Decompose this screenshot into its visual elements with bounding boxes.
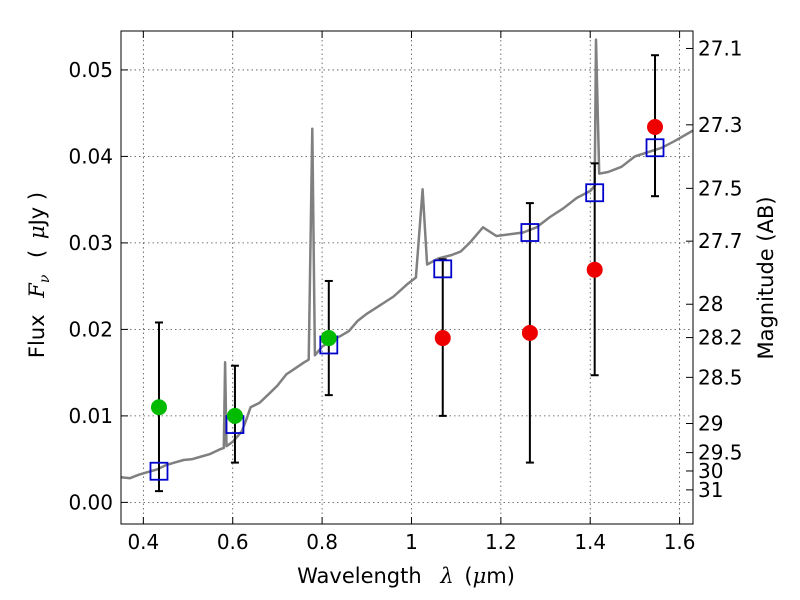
y-axis-label-unit-mu: μ	[25, 225, 49, 239]
mag-tick-label: 28.5	[698, 365, 743, 389]
tick-layer: 0.4 0.6 0.8 1 1.2 1.4 1.6 0.00 0.01 0.02 0.03 0.04 0…	[68, 31, 743, 554]
x-axis-label-unit-rest: m)	[486, 564, 515, 588]
x-tick-label: 0.8	[306, 530, 338, 554]
photometry-square	[645, 138, 665, 158]
green-point	[226, 407, 243, 424]
mag-tick-label: 30	[698, 459, 723, 483]
y-axis-label: Flux Fν ( μJy )	[25, 192, 54, 358]
photometry-square	[585, 183, 605, 203]
x-axis-label-text: Wavelength	[297, 564, 422, 588]
x-tick-label: 1	[405, 530, 418, 554]
green-point	[320, 330, 337, 347]
red-point	[586, 261, 603, 278]
y-axis-label-unit-open: (	[25, 250, 49, 258]
red-point	[521, 324, 538, 341]
green-point	[150, 399, 167, 416]
spectrum-line	[120, 38, 694, 480]
y-axis-label-prefix: Flux	[25, 314, 49, 358]
mag-tick-label: 27.5	[698, 176, 743, 200]
y-tick-label: 0.04	[68, 144, 113, 168]
photometry-square	[433, 259, 453, 279]
mag-tick-label: 29	[698, 411, 723, 435]
mag-tick-label: 28	[698, 292, 723, 316]
y-tick-label: 0.02	[68, 317, 113, 341]
y2-axis-label: Magnitude (AB)	[754, 196, 778, 359]
red-point	[434, 330, 451, 347]
grid-layer	[121, 31, 693, 524]
x-tick-label: 1.6	[664, 530, 696, 554]
x-tick-label: 0.6	[217, 530, 249, 554]
y-tick-label: 0.05	[68, 58, 113, 82]
red-point	[647, 119, 664, 136]
x-tick-label: 1.4	[574, 530, 606, 554]
mag-tick-label: 27.1	[698, 36, 743, 60]
y-axis-label-subscript: ν	[37, 274, 53, 283]
y-tick-label: 0.03	[68, 231, 113, 255]
y-axis-label-symbol: F	[25, 282, 49, 299]
y-tick-label: 0.01	[68, 404, 113, 428]
mag-tick-label: 29.5	[698, 441, 743, 465]
marker-layer	[149, 119, 665, 481]
x-axis-label-symbol: λ	[439, 564, 453, 588]
mag-tick-label: 27.7	[698, 229, 743, 253]
y-axis-label-unit-rest: Jy )	[25, 192, 49, 228]
x-axis-label: Wavelength λ (μm)	[297, 564, 515, 588]
mag-tick-label: 28.2	[698, 326, 743, 350]
x-tick-label: 0.4	[127, 530, 159, 554]
errorbar-layer	[154, 54, 660, 493]
x-axis-label-unit-open: (	[464, 564, 472, 588]
mag-tick-label: 31	[698, 478, 723, 502]
spectrum-layer	[120, 38, 694, 480]
y-tick-label: 0.00	[68, 490, 113, 514]
x-axis-label-unit-mu: μ	[473, 564, 487, 588]
photometry-square	[520, 223, 540, 242]
x-tick-label: 1.2	[485, 530, 517, 554]
mag-tick-label: 27.3	[698, 113, 743, 137]
photometry-square	[149, 461, 169, 481]
plot-frame	[120, 30, 694, 525]
